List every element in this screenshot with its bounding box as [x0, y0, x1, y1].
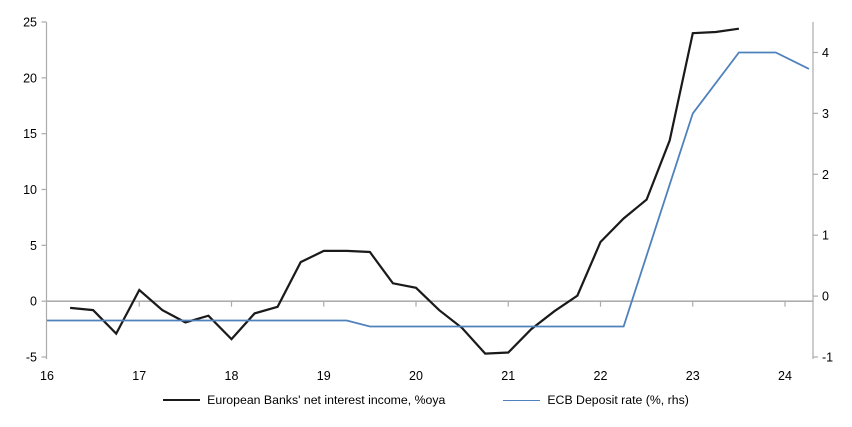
- chart-legend: European Banks' net interest income, %oy…: [0, 393, 852, 407]
- x-tick-label: 16: [40, 369, 54, 383]
- y-left-tick-label: 15: [23, 127, 37, 141]
- y-left-tick-label: 10: [23, 183, 37, 197]
- x-tick-label: 22: [594, 369, 608, 383]
- y-left-tick-label: 5: [30, 239, 37, 253]
- y-left-tick-label: 20: [23, 71, 37, 85]
- x-tick-label: 19: [317, 369, 331, 383]
- y-right-tick-label: 2: [822, 168, 829, 182]
- y-right-tick-label: 3: [822, 107, 829, 121]
- x-tick-label: 20: [409, 369, 423, 383]
- y-right-tick-label: -1: [822, 351, 833, 365]
- x-tick-label: 24: [778, 369, 792, 383]
- y-right-tick-label: 0: [822, 290, 829, 304]
- y-right-tick-label: 4: [822, 46, 829, 60]
- ecb-deposit-rate-line: [47, 51, 810, 328]
- x-tick-label: 17: [132, 369, 146, 383]
- legend-label-ecb-deposit-rate: ECB Deposit rate (%, rhs): [547, 393, 689, 407]
- y-left-tick-label: -5: [26, 351, 37, 365]
- legend-item-ecb-deposit-rate: ECB Deposit rate (%, rhs): [503, 393, 689, 407]
- legend-item-net-interest-income: European Banks' net interest income, %oy…: [163, 393, 445, 407]
- x-tick-label: 18: [225, 369, 239, 383]
- y-left-tick-label: 0: [30, 295, 37, 309]
- legend-label-net-interest-income: European Banks' net interest income, %oy…: [207, 393, 446, 407]
- black-line-swatch-icon: [163, 399, 201, 401]
- y-right-tick-label: 1: [822, 229, 829, 243]
- x-tick-label: 21: [501, 369, 515, 383]
- blue-line-swatch-icon: [503, 399, 541, 401]
- y-left-tick-label: 25: [23, 16, 37, 30]
- net-interest-income-line: [69, 27, 740, 355]
- x-tick-label: 23: [686, 369, 700, 383]
